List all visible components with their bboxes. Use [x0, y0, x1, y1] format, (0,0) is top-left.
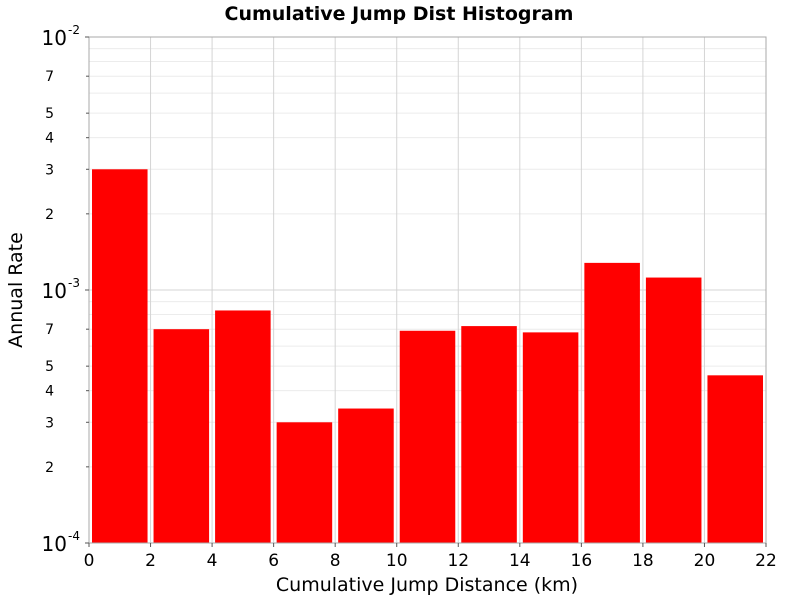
- x-tick-label: 18: [632, 551, 654, 571]
- x-axis: 0 2 4 6 8 10 12 14 16 18 20 22: [84, 543, 777, 571]
- x-axis-label: Cumulative Jump Distance (km): [276, 574, 578, 596]
- x-tick-label: 14: [509, 551, 531, 571]
- x-tick-label: 20: [694, 551, 716, 571]
- y-major-tick-base: 10: [42, 532, 67, 556]
- y-minor-tick-label: 4: [45, 131, 54, 147]
- x-tick-label: 8: [330, 551, 341, 571]
- y-major-tick-exponent: -2: [68, 23, 80, 37]
- histogram-bar: [461, 326, 517, 543]
- histogram-bar: [92, 169, 148, 543]
- histogram-bar: [399, 330, 456, 543]
- y-minor-tick-label: 4: [45, 384, 54, 400]
- histogram-bar: [153, 329, 210, 543]
- x-tick-label: 22: [755, 551, 777, 571]
- y-axis-label: Annual Rate: [5, 232, 27, 348]
- y-minor-tick-label: 3: [45, 162, 54, 178]
- histogram-bar: [215, 310, 271, 543]
- y-minor-tick-label: 2: [45, 460, 54, 476]
- x-tick-label: 4: [207, 551, 218, 571]
- histogram-bar: [522, 332, 579, 543]
- y-major-tick-base: 10: [42, 279, 67, 303]
- x-tick-label: 2: [145, 551, 156, 571]
- x-tick-label: 10: [386, 551, 408, 571]
- y-major-tick-exponent: -4: [68, 529, 80, 543]
- histogram-bar: [645, 277, 702, 543]
- chart-title: Cumulative Jump Dist Histogram: [225, 3, 574, 25]
- y-minor-tick-label: 7: [45, 322, 54, 338]
- x-tick-label: 12: [447, 551, 469, 571]
- y-major-tick-base: 10: [42, 26, 67, 50]
- y-minor-tick-label: 7: [45, 69, 54, 85]
- x-tick-label: 6: [268, 551, 279, 571]
- histogram-bar: [707, 375, 763, 543]
- x-tick-label: 16: [571, 551, 593, 571]
- bars: [92, 169, 763, 543]
- y-minor-tick-label: 3: [45, 415, 54, 431]
- y-minor-tick-label: 2: [45, 207, 54, 223]
- y-minor-tick-label: 5: [45, 106, 54, 122]
- histogram-bar: [338, 408, 394, 543]
- histogram-bar: [276, 422, 333, 543]
- y-minor-tick-label: 5: [45, 359, 54, 375]
- histogram-bar: [584, 262, 640, 543]
- y-major-tick-exponent: -3: [68, 276, 80, 290]
- x-tick-label: 0: [84, 551, 95, 571]
